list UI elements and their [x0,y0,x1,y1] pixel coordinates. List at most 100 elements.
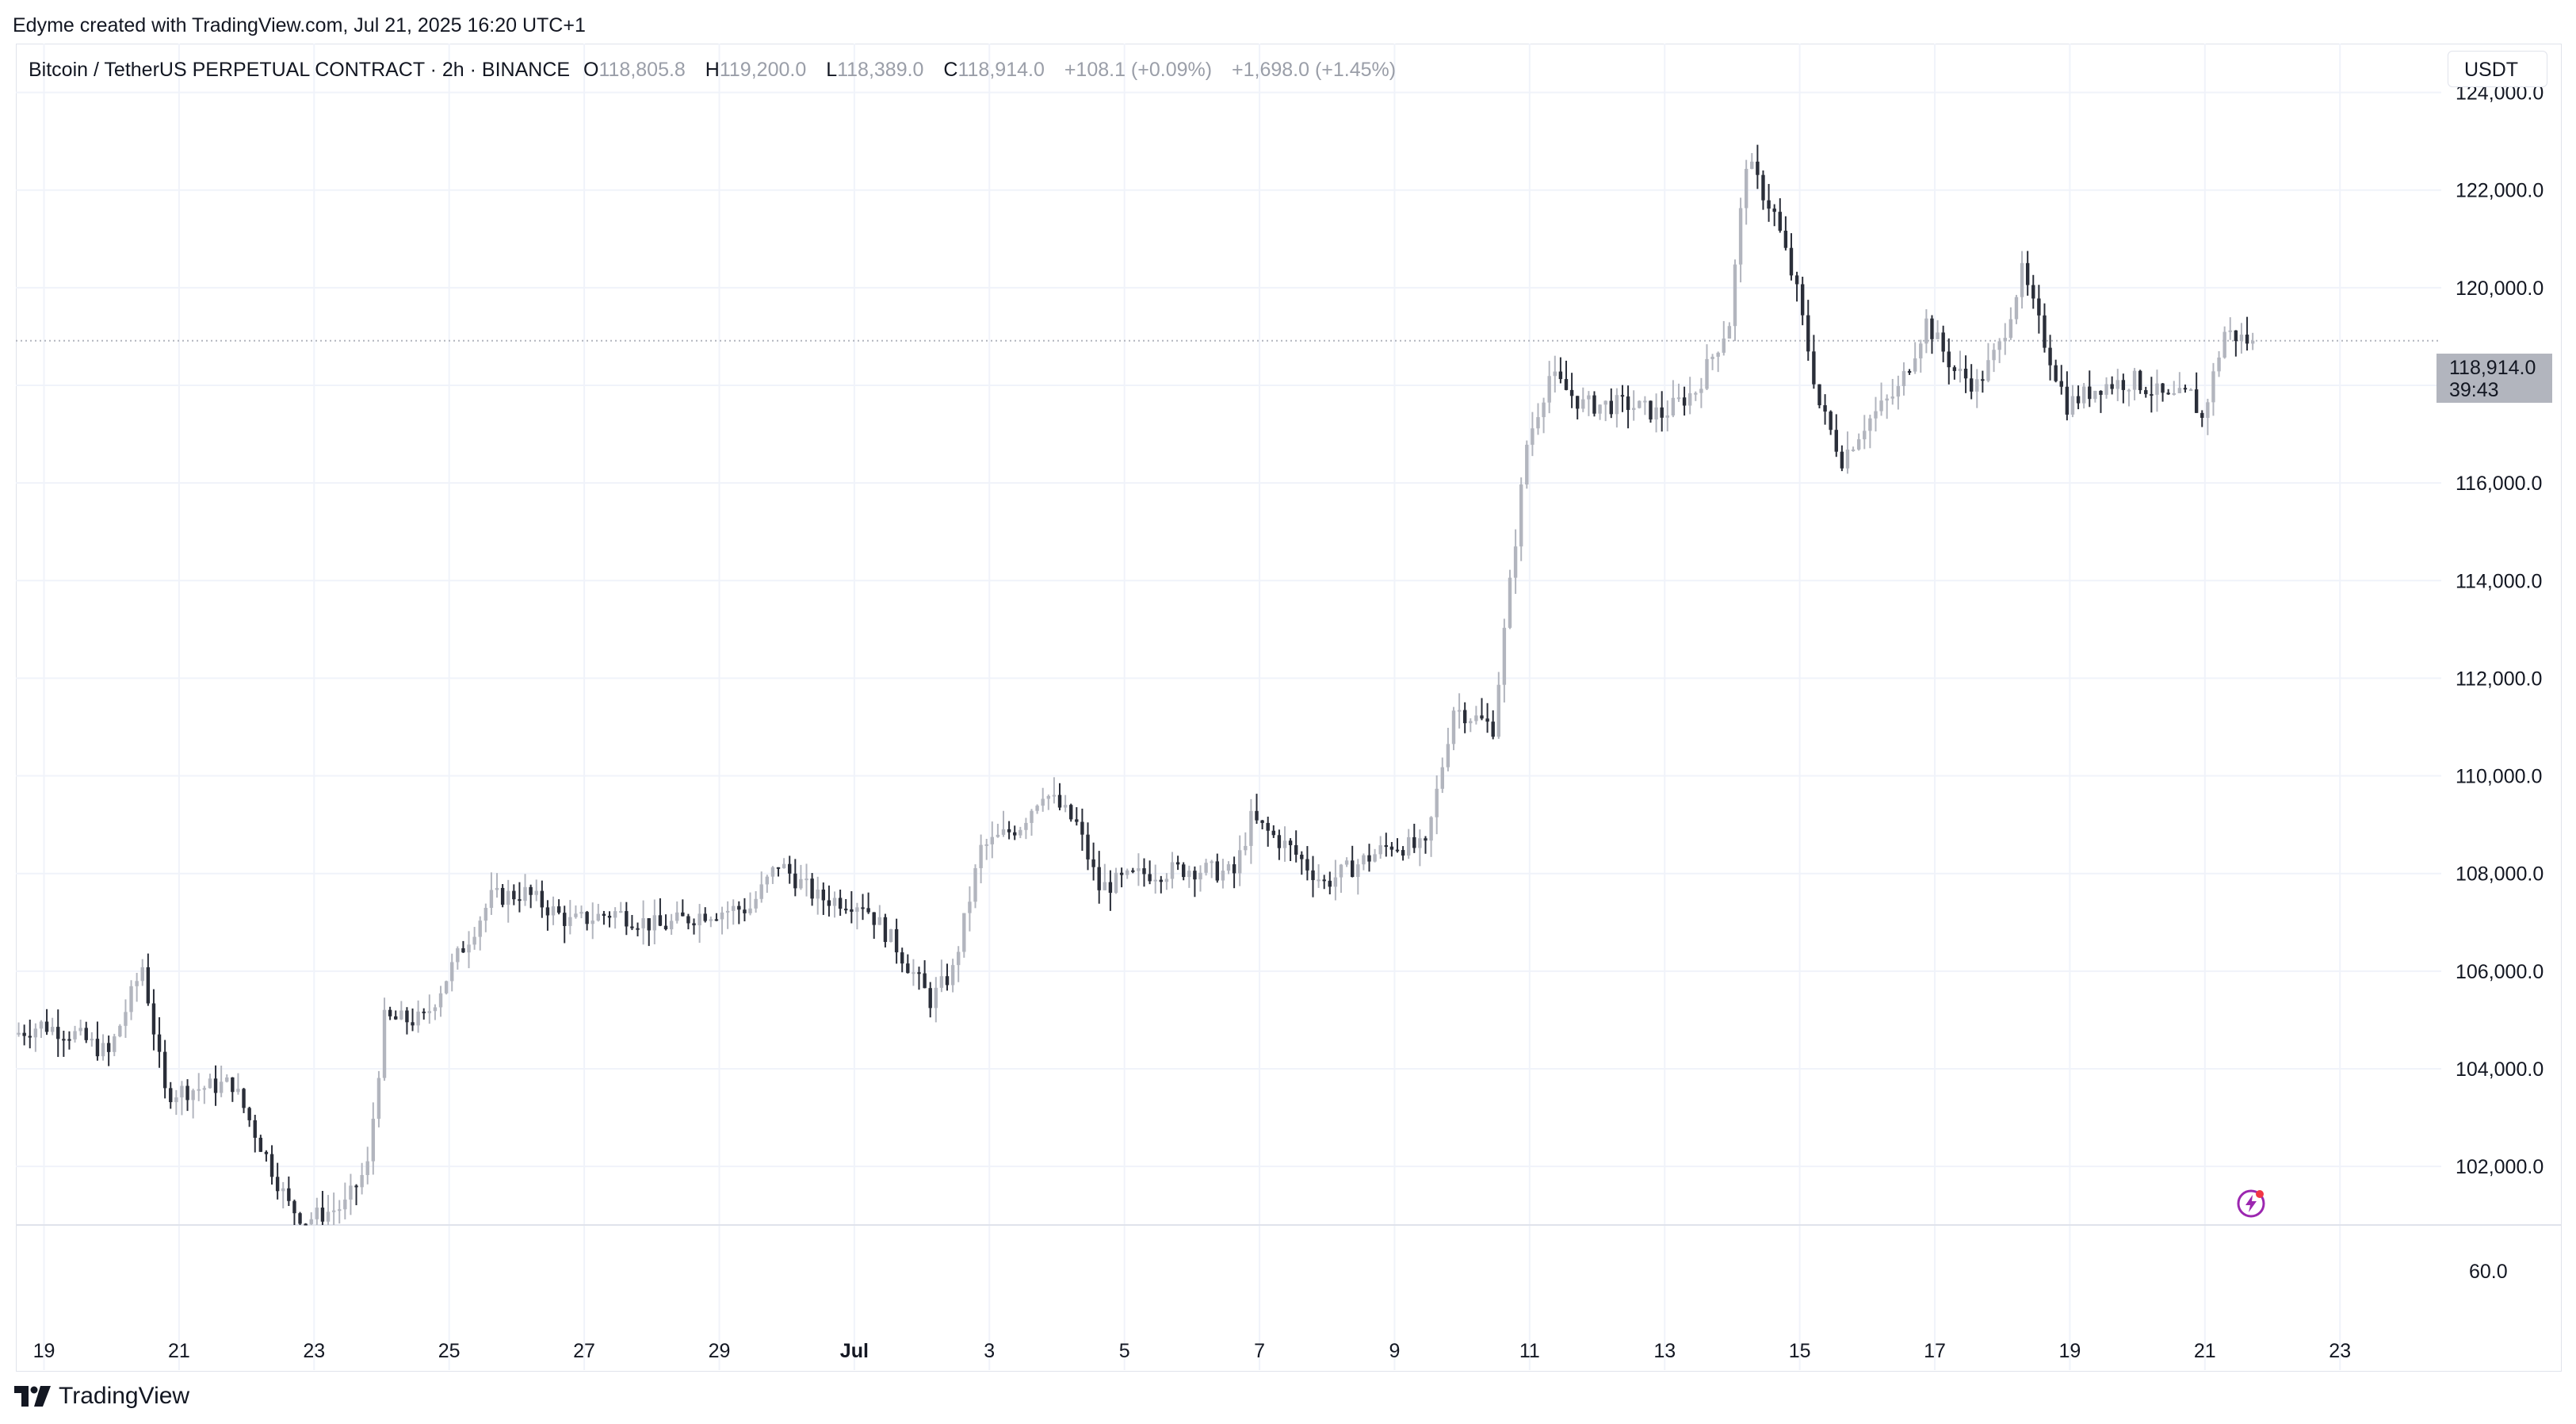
y-tick-label: 116,000.0 [2456,473,2542,495]
candle-body [180,1085,184,1098]
candle-body [304,1223,308,1226]
candle-body [140,967,144,982]
candle-body [2093,390,2097,400]
candle-body [106,1043,111,1052]
candle-body [1271,830,1275,836]
candle-body [444,981,449,993]
candle-body [1710,356,1714,359]
candle-body [720,912,724,920]
candle-body [427,1011,432,1013]
candle-body [1531,428,1535,445]
candle-body [467,944,471,953]
candle-body [574,913,578,917]
candle-body [1581,399,1585,409]
candle-body [320,1208,325,1222]
candle-body [2025,262,2030,285]
x-tick-label: 19 [33,1340,55,1362]
y-tick-label: 108,000.0 [2456,863,2544,886]
open-value: 118,805.8 [598,59,686,81]
candle-body [855,907,859,912]
candle-body [135,981,139,986]
candle-body [50,1027,55,1032]
candle-body [1958,369,1963,371]
symbol-name[interactable]: Bitcoin / TetherUS PERPETUAL CONTRACT · … [29,59,571,81]
candle-body [338,1209,342,1212]
candle-body [298,1213,302,1224]
candle-body [1282,840,1287,848]
candle-body [22,1032,26,1036]
candle-body [540,890,545,908]
candle-body [850,909,854,912]
candle-body [1800,284,1805,316]
candle-body [703,913,707,921]
candle-body [827,900,831,906]
candle-body [1676,397,1681,400]
candle-body [1885,398,1889,401]
candle-body [242,1089,246,1108]
x-tick-label: 13 [1653,1340,1676,1362]
candle-body [1975,379,1979,392]
candle-body [1418,838,1422,848]
currency-button[interactable]: USDT [2448,51,2547,87]
candle-body [1963,369,1968,379]
candle-body [692,923,696,926]
candle-body [1738,208,1743,265]
candle-body [1986,360,1990,381]
candle-body [2200,412,2204,418]
candle-body [990,836,995,844]
candle-body [759,884,763,899]
candle-body [1851,449,1856,451]
candle-body [1097,867,1101,890]
candle-body [84,1028,88,1040]
candle-body [1244,845,1248,851]
candle-body [1542,402,1546,418]
candle-body [101,1043,105,1057]
candle-body [556,906,561,913]
candle-body [191,1090,195,1101]
candle-body [208,1078,212,1089]
candle-body [630,926,634,928]
candle-body [326,1212,331,1222]
chart-frame[interactable] [16,44,2562,1372]
lower-pane-tick: 60.0 [2469,1261,2508,1283]
candle-body [157,1034,162,1052]
candle-body [1007,829,1011,833]
candle-body [1221,871,1225,881]
lightning-icon[interactable] [2235,1188,2267,1219]
candle-body [844,909,848,911]
x-tick-label: 3 [984,1340,995,1362]
candle-body [1817,384,1821,406]
candle-body [1789,247,1794,276]
bar-countdown: 39:43 [2449,379,2499,401]
candle-body [1344,860,1349,865]
x-tick-label: 21 [2194,1340,2216,1362]
candle-body [1429,817,1433,841]
candle-body [861,907,865,909]
y-tick-label: 104,000.0 [2456,1058,2544,1081]
candle-body [2065,386,2070,415]
symbol-legend: Bitcoin / TetherUS PERPETUAL CONTRACT · … [29,59,1410,82]
candle-body [225,1077,229,1082]
candle-body [1305,859,1309,871]
candle-body [1553,371,1557,377]
candle-body [1075,819,1079,822]
candle-body [17,1032,21,1035]
candle-body [1131,870,1135,872]
candle-body [1119,872,1124,875]
candle-body [202,1088,207,1090]
candle-body [1137,868,1141,871]
candle-body [349,1185,353,1200]
candle-body [1024,822,1028,830]
candle-body [1981,379,1985,381]
candle-body [1339,864,1343,878]
candle-body [579,912,583,914]
candle-body [2144,390,2148,395]
candle-body [1890,396,1894,399]
candle-body [917,972,921,974]
candle-body [765,876,770,885]
candle-body [906,963,910,974]
candle-body [2211,371,2215,403]
footer-brand[interactable]: TradingView [14,1383,189,1410]
candle-body [1362,855,1366,865]
